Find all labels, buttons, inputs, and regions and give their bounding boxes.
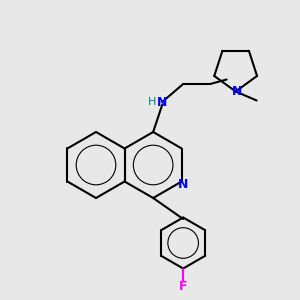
Text: F: F <box>179 280 188 293</box>
Text: H: H <box>148 97 156 107</box>
Text: N: N <box>157 95 167 109</box>
Text: N: N <box>232 85 242 98</box>
Text: N: N <box>178 178 188 191</box>
